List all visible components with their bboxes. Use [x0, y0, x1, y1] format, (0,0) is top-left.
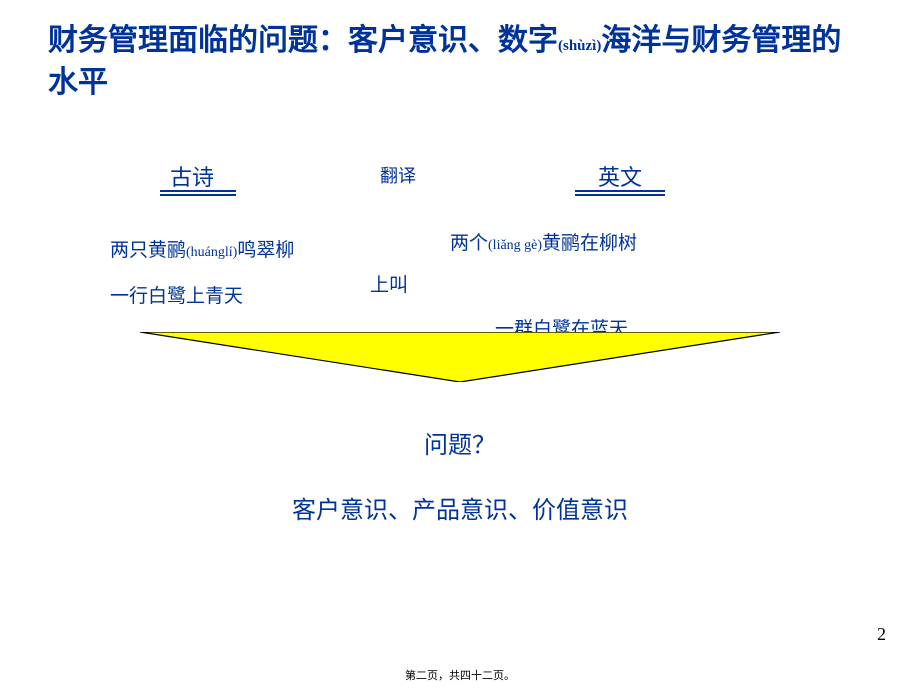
- poem-left-line2: 一行白鹭上青天: [110, 274, 294, 320]
- underline-ancient: [160, 190, 236, 196]
- slide-title: 财务管理面临的问题：客户意识、数字(shùzì)海洋与财务管理的水平: [48, 20, 868, 104]
- header-ancient: 古诗: [170, 160, 214, 192]
- header-translate: 翻译: [380, 162, 416, 188]
- down-arrow-icon: [140, 332, 780, 382]
- poem-translation: 两个(liǎng gè)黄鹂在柳树 上叫 一群白鹭在蓝天上飞: [450, 228, 637, 255]
- footer-note: 第二页，共四十二页。: [0, 667, 920, 683]
- underline-english: [575, 190, 665, 196]
- poem-right-1b: 黄鹂在柳树: [542, 233, 637, 254]
- header-english: 英文: [598, 160, 642, 192]
- poem-right-line1: 两个(liǎng gè)黄鹂在柳树: [450, 228, 637, 255]
- arrow-polygon: [140, 332, 780, 382]
- conclusion-text: 客户意识、产品意识、价值意识: [0, 490, 920, 525]
- poem-ancient: 两只黄鹂(huánglí)鸣翠柳 一行白鹭上青天: [110, 228, 294, 319]
- title-pinyin: (shùzì): [558, 38, 601, 54]
- poem-left-1b: 鸣翠柳: [237, 240, 294, 261]
- poem-left-1a: 两只黄鹂: [110, 240, 186, 261]
- title-part1: 财务管理面临的问题：客户意识、数字: [48, 24, 558, 57]
- question-text: 问题？: [0, 425, 920, 460]
- poem-left-line1: 两只黄鹂(huánglí)鸣翠柳: [110, 228, 294, 274]
- slide: 财务管理面临的问题：客户意识、数字(shùzì)海洋与财务管理的水平 古诗 翻译…: [0, 0, 920, 691]
- poem-right-1a: 两个: [450, 233, 488, 254]
- page-number: 2: [877, 624, 886, 645]
- poem-right-1-pinyin: (liǎng gè): [488, 238, 542, 253]
- poem-left-1-pinyin: (huánglí): [186, 245, 237, 260]
- poem-right-line2: 上叫: [370, 270, 408, 297]
